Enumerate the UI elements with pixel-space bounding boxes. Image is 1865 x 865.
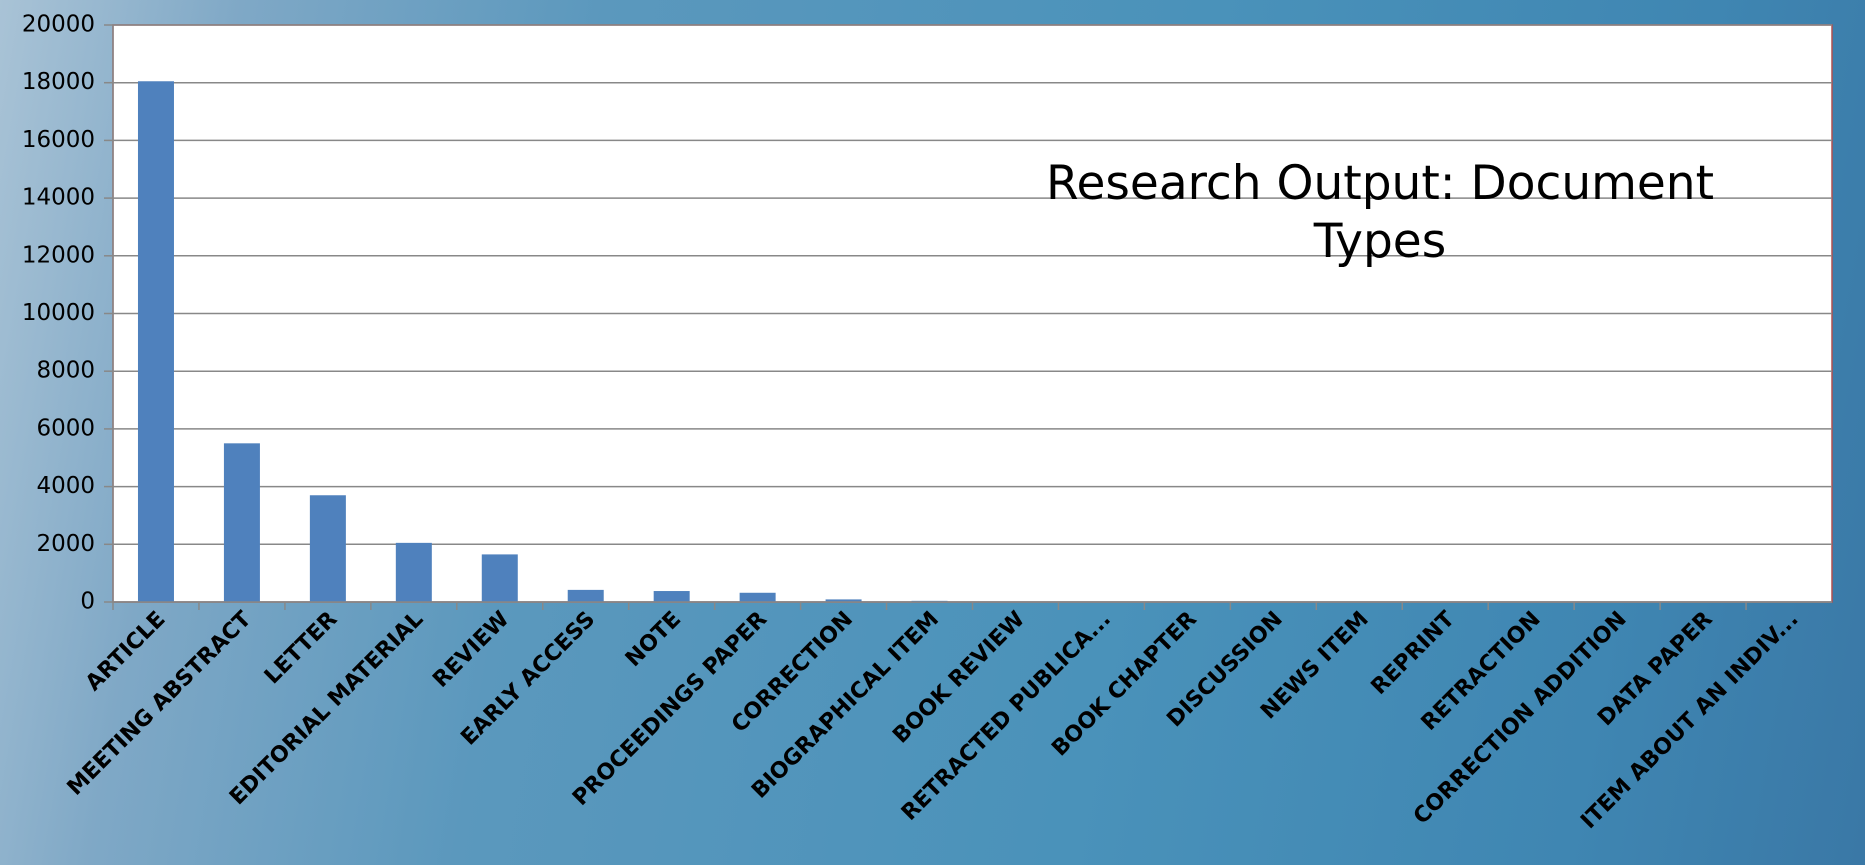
y-tick-label: 14000 bbox=[22, 185, 95, 211]
bar bbox=[309, 495, 346, 602]
y-tick-label: 2000 bbox=[36, 531, 95, 557]
y-tick-label: 6000 bbox=[36, 415, 95, 441]
x-tick-label: NOTE bbox=[621, 607, 686, 672]
y-tick-label: 8000 bbox=[36, 358, 95, 384]
y-tick-label: 20000 bbox=[22, 12, 95, 38]
chart-title: Research Output: Document Types bbox=[1045, 156, 1715, 269]
x-tick-label: REPRINT bbox=[1367, 607, 1460, 700]
bar bbox=[223, 443, 260, 602]
bar bbox=[825, 599, 862, 602]
bar bbox=[653, 591, 690, 602]
y-tick-label: 18000 bbox=[22, 69, 95, 95]
bar bbox=[567, 589, 604, 602]
y-tick-label: 10000 bbox=[22, 300, 95, 326]
y-tick-label: 16000 bbox=[22, 127, 95, 153]
x-tick-label: LETTER bbox=[260, 607, 342, 689]
y-tick-label: 0 bbox=[80, 589, 95, 615]
x-tick-label: REVIEW bbox=[428, 607, 514, 693]
x-tick-label: MEETING ABSTRACT bbox=[63, 607, 257, 801]
x-tick-label: BOOK CHAPTER bbox=[1047, 607, 1202, 762]
y-tick-label: 4000 bbox=[36, 473, 95, 499]
bar bbox=[481, 554, 518, 602]
x-tick-label: ARTICLE bbox=[81, 607, 170, 696]
bar bbox=[137, 81, 174, 602]
bar bbox=[739, 592, 776, 602]
y-tick-label: 12000 bbox=[22, 242, 95, 268]
bar bbox=[395, 542, 432, 602]
